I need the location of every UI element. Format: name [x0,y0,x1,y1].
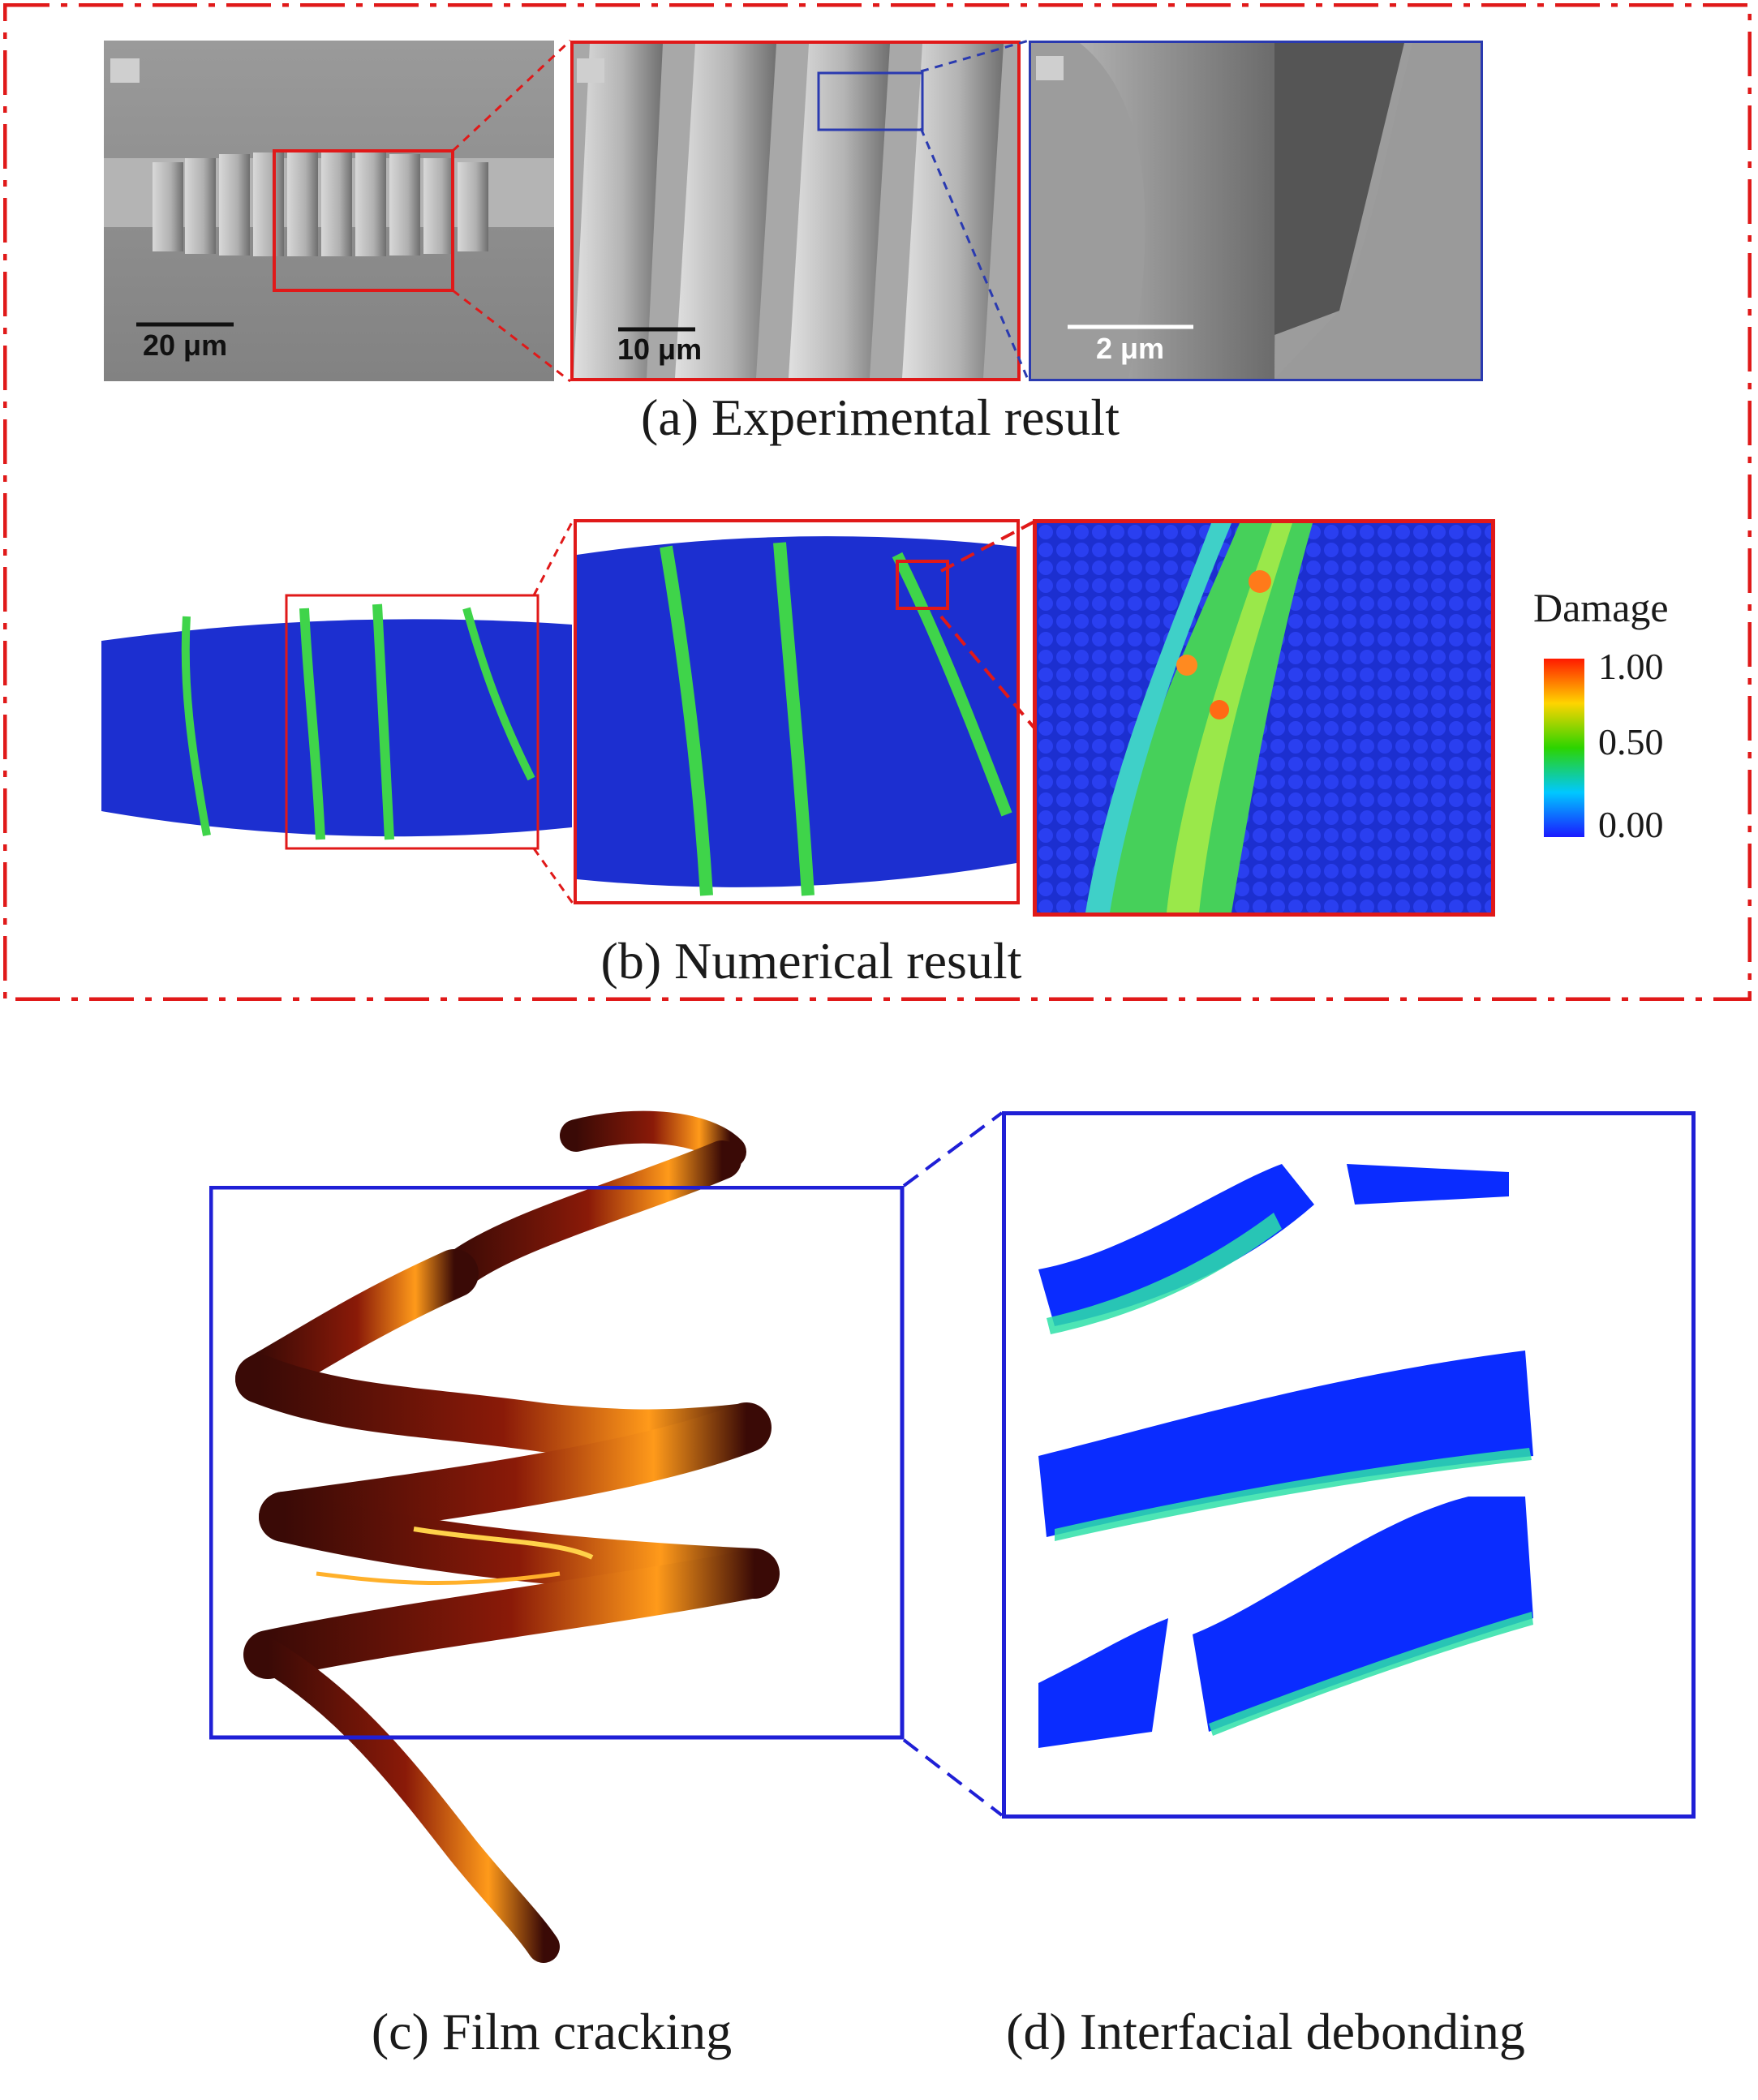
caption-d: (d) Interfacial debonding [1006,2003,1525,2060]
zoom-connectors-a [451,39,1030,383]
caption-c: (c) Film cracking [371,2003,733,2060]
legend-tick-min: 0.00 [1598,804,1664,845]
scale-bar-label-10um: 10 μm [617,333,703,366]
scale-bar-label-20um: 20 μm [143,329,228,362]
legend-tick-max: 1.00 [1598,646,1664,687]
legend-title: Damage [1533,585,1669,630]
caption-a: (a) Experimental result [641,389,1120,446]
sem-panel-overview: 20 μm [104,41,554,381]
film-cracking-helix [235,1110,780,1963]
legend-tick-mid: 0.50 [1598,721,1664,762]
sim-panel-overview [101,594,572,850]
helix-zoom-box [209,1186,905,1740]
caption-b: (b) Numerical result [600,932,1022,990]
sem-panel-zoom-1: 10 μm [570,41,1021,381]
sim-panel-zoom-2 [1033,519,1495,917]
zoom-connectors-b [532,518,1038,905]
debonding-panel [1002,1111,1696,1819]
zoom-connectors-cd [902,1111,1004,1817]
scale-bar-label-2um: 2 μm [1096,332,1165,365]
legend-colorbar [1544,659,1584,837]
section-frame-dashdot [3,3,1752,1001]
sim-panel-zoom-1 [574,519,1020,904]
sem-panel-zoom-2: 2 μm [1029,41,1483,381]
